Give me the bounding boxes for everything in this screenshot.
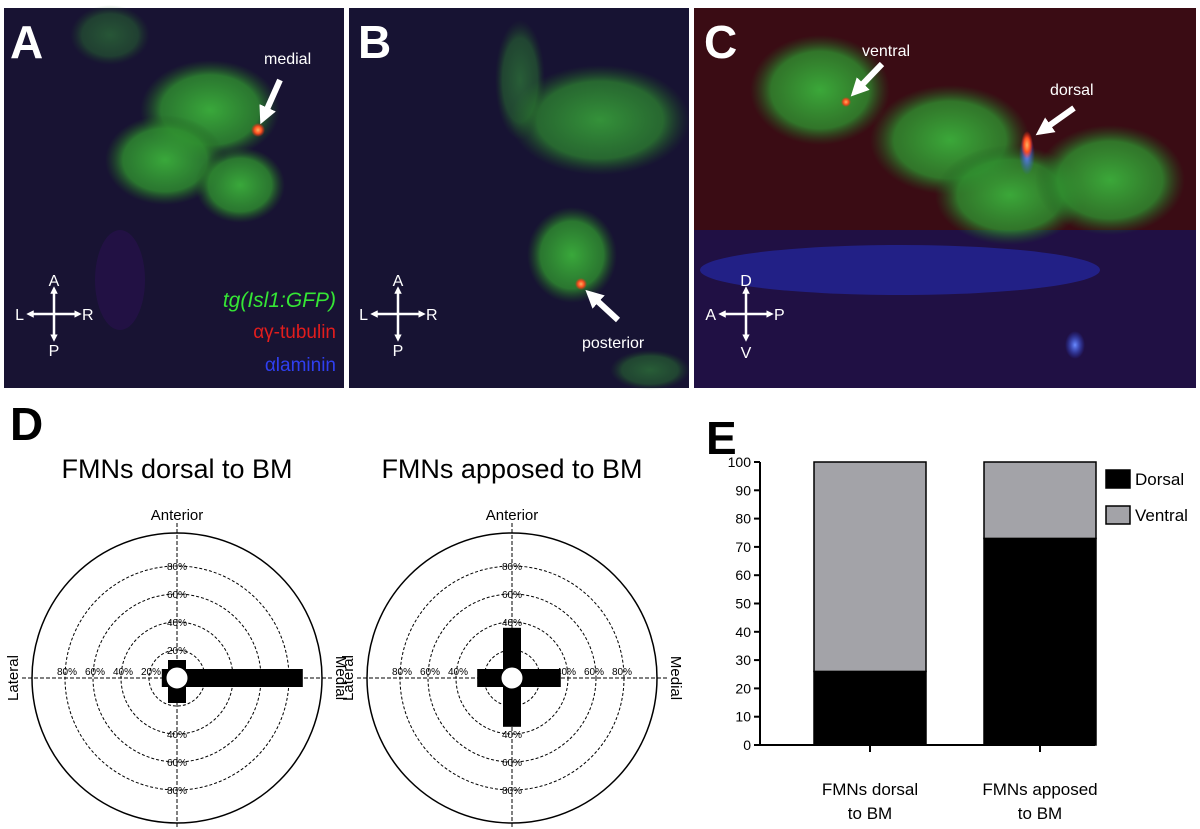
panel-c-arrow-label-dorsal: dorsal xyxy=(1050,82,1094,99)
stacked-bar-chart: 0 10 20 30 40 50 60 70 80 90 100 FMNs dorsal to BM FM… xyxy=(728,454,1188,823)
polar-ring-label: 80% xyxy=(57,667,77,678)
svg-text:L: L xyxy=(359,307,368,324)
polar-bar-anterior xyxy=(503,627,521,678)
y-tick-label: 0 xyxy=(743,737,751,753)
polar-ring-label: 40% xyxy=(502,618,522,629)
polar-ring-label: 40% xyxy=(113,667,133,678)
panel-e-letter: E xyxy=(706,412,737,464)
polar-ring-label: 80% xyxy=(167,786,187,797)
panel-c-letter: C xyxy=(704,16,737,68)
y-tick-label: 80 xyxy=(735,511,751,527)
panel-a-arrow-label: medial xyxy=(264,51,311,68)
panel-c-arrow-label-ventral: ventral xyxy=(862,43,910,60)
panel-a-legend-tubulin: αγ-tubulin xyxy=(253,322,336,343)
polar-ring-label: 40% xyxy=(448,667,468,678)
panel-a-legend-laminin: αlaminin xyxy=(265,355,336,376)
legend-swatch-dorsal xyxy=(1105,469,1131,489)
polar-label-anterior: Anterior xyxy=(486,507,539,524)
y-tick-label: 70 xyxy=(735,539,751,555)
bar-segment-dorsal xyxy=(813,670,927,746)
y-tick-label: 30 xyxy=(735,652,751,668)
panel-b-arrow-label: posterior xyxy=(582,335,645,352)
polar-bar-medial xyxy=(512,669,561,687)
panel-a-legend-gfp: tg(Isl1:GFP) xyxy=(223,289,336,312)
polar-bar-medial xyxy=(177,669,303,687)
svg-text:A: A xyxy=(49,273,60,290)
svg-text:V: V xyxy=(741,345,752,362)
svg-text:P: P xyxy=(49,343,60,360)
legend-label-dorsal: Dorsal xyxy=(1135,470,1184,489)
polar-ring-label: 40% xyxy=(167,618,187,629)
panel-a-letter: A xyxy=(10,16,43,68)
svg-text:L: L xyxy=(15,307,24,324)
y-tick-label: 50 xyxy=(735,596,751,612)
legend-label-ventral: Ventral xyxy=(1135,506,1188,525)
polar-ring-label: 40% xyxy=(502,730,522,741)
category-label: to BM xyxy=(1018,804,1062,823)
panel-a-compass: A P L R xyxy=(15,273,93,360)
y-tick-label: 10 xyxy=(735,709,751,725)
polar-ring-label: 40% xyxy=(556,667,576,678)
panel-a-arrow xyxy=(259,78,283,125)
polar-ring-label: 60% xyxy=(420,667,440,678)
polar-ring-label: 40% xyxy=(167,730,187,741)
category-label: to BM xyxy=(848,804,892,823)
polar-ring-label: 60% xyxy=(502,590,522,601)
panel-c-arrow-ventral xyxy=(850,61,885,97)
category-label: FMNs apposed xyxy=(982,780,1097,799)
svg-text:D: D xyxy=(740,273,752,290)
y-tick-label: 100 xyxy=(728,454,752,470)
polar-plot-dorsal: FMNs dorsal to BM 20% 40% 60% 80% 40% 60% 80% 80… xyxy=(5,454,349,829)
polar-ring xyxy=(427,593,597,763)
panel-b: B posterior A P L R xyxy=(349,8,690,390)
polar-center-hole xyxy=(165,666,189,690)
polar-label-lateral: Lateral xyxy=(5,655,22,701)
panel-a: A medial A P L R tg(Isl1:GFP) αγ-tubulin… xyxy=(4,5,344,388)
svg-text:P: P xyxy=(393,343,404,360)
polar-ring-label: 80% xyxy=(167,562,187,573)
polar-title: FMNs apposed to BM xyxy=(381,454,642,484)
polar-ring-label: 60% xyxy=(85,667,105,678)
legend-swatch-ventral xyxy=(1105,505,1131,525)
panel-b-arrow xyxy=(585,289,621,323)
polar-ring-label: 80% xyxy=(502,562,522,573)
polar-center-hole xyxy=(500,666,524,690)
panel-c: C ventral dorsal D V A P xyxy=(694,8,1196,388)
y-tick-label: 90 xyxy=(735,482,751,498)
polar-ring-label: 20% xyxy=(141,667,161,678)
polar-ring-label: 80% xyxy=(612,667,632,678)
bar-segment-ventral xyxy=(813,461,927,673)
polar-label-medial: Medial xyxy=(667,656,684,700)
svg-text:R: R xyxy=(426,307,438,324)
polar-bar-posterior xyxy=(503,678,521,727)
y-tick-label: 20 xyxy=(735,680,751,696)
polar-plot-apposed: FMNs apposed to BM 40% 60% 80% 40% 60% 80% 80% 6… xyxy=(340,454,684,829)
bar-segment-dorsal xyxy=(983,537,1097,746)
polar-ring-label: 80% xyxy=(392,667,412,678)
polar-ring-label: 60% xyxy=(584,667,604,678)
y-tick-label: 60 xyxy=(735,567,751,583)
polar-ring-label: 60% xyxy=(167,590,187,601)
polar-ring-label: 80% xyxy=(502,786,522,797)
polar-title: FMNs dorsal to BM xyxy=(61,454,292,484)
polar-ring-label: 60% xyxy=(167,758,187,769)
svg-text:P: P xyxy=(774,307,785,324)
panel-c-arrow-dorsal xyxy=(1035,105,1076,136)
polar-ring-label: 20% xyxy=(167,646,187,657)
category-label: FMNs dorsal xyxy=(822,780,918,799)
polar-ring-label: 60% xyxy=(502,758,522,769)
polar-label-anterior: Anterior xyxy=(151,507,204,524)
y-tick-label: 40 xyxy=(735,624,751,640)
svg-text:R: R xyxy=(82,307,94,324)
polar-label-lateral: Lateral xyxy=(340,655,357,701)
bar-segment-ventral xyxy=(983,461,1097,540)
panel-d-letter: D xyxy=(10,398,43,450)
panel-b-compass: A P L R xyxy=(359,273,437,360)
panel-b-letter: B xyxy=(358,16,391,68)
svg-text:A: A xyxy=(705,307,716,324)
panel-c-compass: D V A P xyxy=(705,273,784,362)
polar-label-medial: Medial xyxy=(332,656,349,700)
svg-text:A: A xyxy=(393,273,404,290)
